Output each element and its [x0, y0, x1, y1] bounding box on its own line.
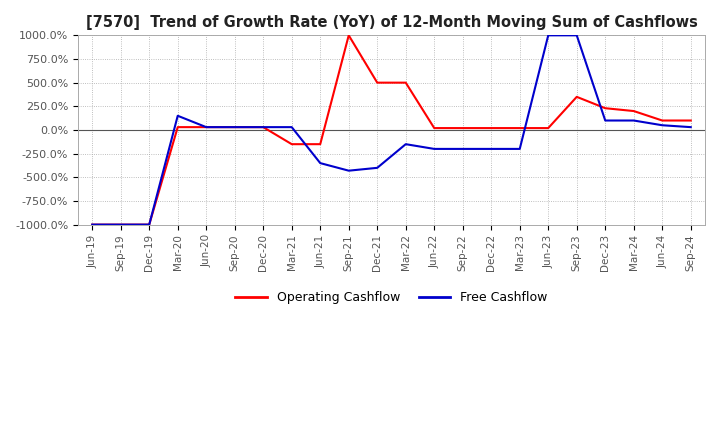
Title: [7570]  Trend of Growth Rate (YoY) of 12-Month Moving Sum of Cashflows: [7570] Trend of Growth Rate (YoY) of 12-…: [86, 15, 698, 30]
Legend: Operating Cashflow, Free Cashflow: Operating Cashflow, Free Cashflow: [230, 286, 552, 309]
